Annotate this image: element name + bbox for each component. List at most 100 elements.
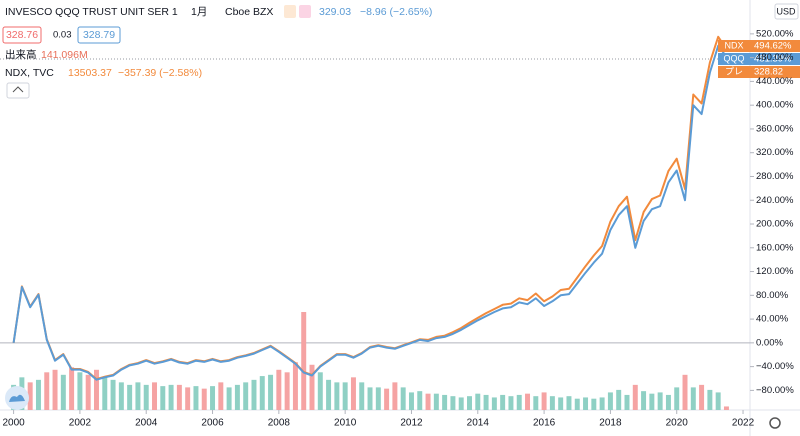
volume-bar <box>392 382 398 410</box>
volume-bar <box>574 398 580 410</box>
qqq-label: 481.39% <box>754 54 792 65</box>
volume-bar <box>168 384 174 410</box>
volume-bar <box>433 393 439 410</box>
x-tick-label: 2012 <box>400 418 423 429</box>
volume-bar <box>127 384 133 410</box>
pre-label: 328.82 <box>754 67 783 78</box>
settings-button[interactable] <box>769 417 781 429</box>
volume-bar <box>400 387 406 410</box>
ask-box[interactable] <box>77 26 121 44</box>
x-tick-label: 2020 <box>666 418 689 429</box>
x-tick-label: 2006 <box>201 418 224 429</box>
x-tick-label: 2010 <box>334 418 357 429</box>
pre-name: プレ <box>725 66 743 76</box>
spread: 0.03 <box>53 30 72 41</box>
x-tick-label: 2014 <box>467 418 490 429</box>
volume-bar <box>201 388 207 410</box>
volume-bar <box>699 384 705 410</box>
volume-bar <box>483 394 489 410</box>
volume-bar <box>690 387 696 410</box>
collapse-icon <box>12 86 24 93</box>
volume-bar <box>176 384 182 410</box>
y-tick-label: 240.00% <box>756 195 794 206</box>
ndx-label: 494.62% <box>754 41 792 52</box>
volume-bar <box>210 386 216 410</box>
volume-bar <box>516 394 522 410</box>
volume-bar <box>641 391 647 410</box>
y-tick-label: 40.00% <box>756 314 789 325</box>
volume-bar <box>85 374 91 410</box>
volume-bar <box>682 374 688 410</box>
y-tick-label: 440.00% <box>756 76 794 87</box>
collapse-button[interactable] <box>6 82 30 99</box>
volume-bar <box>243 382 249 410</box>
currency-button[interactable] <box>774 3 799 20</box>
volume-bar <box>558 397 564 410</box>
bid-box[interactable] <box>2 26 42 44</box>
ndx-price-tag <box>750 40 800 52</box>
x-tick-label: 2018 <box>599 418 622 429</box>
ndx-tag <box>718 40 750 52</box>
y-tick-label: 320.00% <box>756 147 794 158</box>
volume-bar <box>251 379 257 410</box>
volume-bar <box>301 312 307 410</box>
symbol: INVESCO QQQ TRUST UNIT SER 1 <box>5 6 178 18</box>
volume-value: 141.096M <box>41 49 88 61</box>
volume-bar <box>723 406 729 410</box>
volume-bar <box>69 367 75 410</box>
volume-bar <box>160 386 166 410</box>
market-icon[interactable] <box>284 5 296 18</box>
volume-bar <box>425 393 431 410</box>
qqq-tag-name: QQQ <box>723 53 744 63</box>
series-line <box>12 44 728 381</box>
volume-bar <box>508 396 514 410</box>
volume-bar <box>27 382 33 410</box>
volume-bar <box>342 382 348 410</box>
volume-bar <box>715 392 721 410</box>
volume-bar <box>35 379 41 410</box>
volume-bar <box>326 379 332 410</box>
interval: 1月 <box>191 6 207 18</box>
y-tick-label: 200.00% <box>756 219 794 230</box>
data-icon[interactable] <box>299 5 311 18</box>
volume-bar <box>475 393 481 410</box>
volume-bar <box>566 396 572 410</box>
y-tick-label: −40.00% <box>756 361 794 372</box>
volume-bar <box>226 387 232 410</box>
y-tick-label: 80.00% <box>756 290 789 301</box>
y-tick-label: 520.00% <box>756 28 794 39</box>
volume-bar <box>185 387 191 410</box>
volume-bar <box>632 384 638 410</box>
volume-bar <box>110 379 116 410</box>
ndx-tag-name: NDX <box>724 40 743 50</box>
change: −8.96 (−2.65%) <box>360 6 432 18</box>
volume-bar <box>417 391 423 410</box>
volume-bar <box>583 397 589 410</box>
volume-bar <box>234 384 240 410</box>
volume-bar <box>193 386 199 410</box>
volume-bar <box>350 377 356 410</box>
volume-bar <box>309 364 315 410</box>
volume-bar <box>359 382 365 410</box>
volume-bar <box>384 388 390 410</box>
volume-bar <box>450 396 456 410</box>
x-tick-label: 2022 <box>732 418 755 429</box>
bid: 328.76 <box>6 29 38 41</box>
y-tick-label: 400.00% <box>756 100 794 111</box>
volume-bar <box>408 392 414 410</box>
volume-bar <box>93 369 99 410</box>
volume-bar <box>467 396 472 410</box>
volume-bar <box>44 372 50 410</box>
qqq-tag <box>718 53 750 65</box>
currency: USD <box>776 6 796 16</box>
volume-bar <box>500 394 506 410</box>
volume-bar <box>624 394 630 410</box>
volume-bar <box>657 392 663 410</box>
y-tick-label: 280.00% <box>756 171 794 182</box>
y-tick-label: 480.00% <box>756 52 794 63</box>
volume-bar <box>491 397 497 410</box>
volume-bar <box>442 394 448 410</box>
volume-bar <box>152 382 157 410</box>
volume-bar <box>375 387 381 410</box>
pre-price-tag <box>750 66 800 78</box>
